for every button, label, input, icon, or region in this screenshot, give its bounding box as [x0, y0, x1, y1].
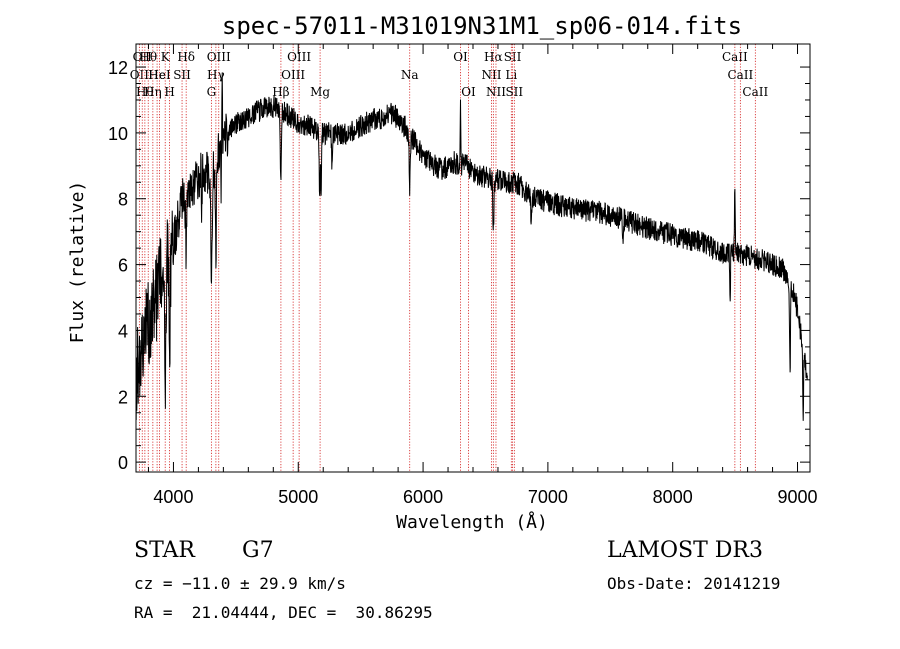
object-class: STAR [134, 538, 195, 563]
spectrum-series [135, 72, 808, 421]
line-marker-label: He [148, 68, 166, 82]
line-marker-label: SII [504, 50, 522, 64]
line-marker-label: OIII [281, 68, 305, 82]
plot-frame [135, 43, 811, 473]
line-marker-label: OI [453, 50, 468, 64]
y-tick-label: 0 [118, 453, 128, 473]
line-marker-label: Na [401, 68, 419, 82]
line-markers: OIIOIIHθHθHηHeHeIKHSIIHδGHγOIIIHβOIIIOII… [130, 44, 768, 472]
line-marker-label: HeI [148, 68, 171, 82]
y-axis-label: Flux (relative) [67, 181, 88, 344]
y-tick-label: 12 [108, 58, 128, 78]
chart-title: spec-57011-M31019N31M1_sp06-014.fits [222, 12, 742, 40]
line-marker-label: OII [133, 50, 153, 64]
line-marker-label: NII [481, 68, 501, 82]
line-marker-label: Mg [310, 85, 330, 99]
line-marker-label: OII [130, 68, 150, 82]
line-marker-label: Hθ [136, 85, 154, 99]
line-marker-label: Hγ [207, 68, 225, 82]
line-marker-label: CaII [722, 50, 748, 64]
line-marker-label: Hδ [177, 50, 195, 64]
line-marker-label: Li [505, 68, 517, 82]
line-marker-label: H [164, 85, 174, 99]
line-marker-label: G [207, 85, 217, 99]
line-marker-label: NII [486, 85, 506, 99]
line-marker-label: K [161, 50, 171, 64]
y-tick-label: 10 [108, 124, 128, 144]
y-tick-label: 4 [118, 321, 128, 341]
line-marker-label: Hη [144, 85, 162, 99]
line-marker-label: OIII [207, 50, 231, 64]
line-marker-label: SII [505, 85, 523, 99]
y-tick-label: 2 [118, 387, 128, 407]
sky-coordinates: RA = 21.04444, DEC = 30.86295 [134, 603, 433, 622]
line-marker-label: CaII [742, 85, 768, 99]
x-axis-label: Wavelength (Å) [396, 511, 548, 533]
object-subclass: G7 [242, 538, 274, 563]
line-marker-label: OI [461, 85, 476, 99]
y-tick-label: 8 [118, 190, 128, 210]
y-tick-label: 6 [118, 256, 128, 276]
spectrum-line [135, 72, 808, 421]
line-marker-label: Hθ [139, 50, 157, 64]
line-marker-label: Hα [484, 50, 503, 64]
redshift-value: cz = −11.0 ± 29.9 km/s [134, 574, 346, 593]
line-marker-label: SII [173, 68, 191, 82]
observation-date: Obs-Date: 20141219 [607, 574, 781, 593]
x-tick-label: 4000 [153, 487, 193, 507]
line-marker-label: OIII [287, 50, 311, 64]
x-tick-label: 8000 [653, 487, 693, 507]
line-marker-label: CaII [727, 68, 753, 82]
axis-ticks: 4000 5000 6000 7000 8000 9000 0 2 4 6 8 10 12 [108, 44, 818, 507]
x-tick-label: 6000 [403, 487, 443, 507]
x-tick-label: 7000 [528, 487, 568, 507]
line-marker-label: Hβ [272, 85, 289, 99]
survey-name: LAMOST DR3 [607, 538, 763, 563]
x-tick-label: 5000 [278, 487, 318, 507]
x-tick-label: 9000 [777, 487, 817, 507]
